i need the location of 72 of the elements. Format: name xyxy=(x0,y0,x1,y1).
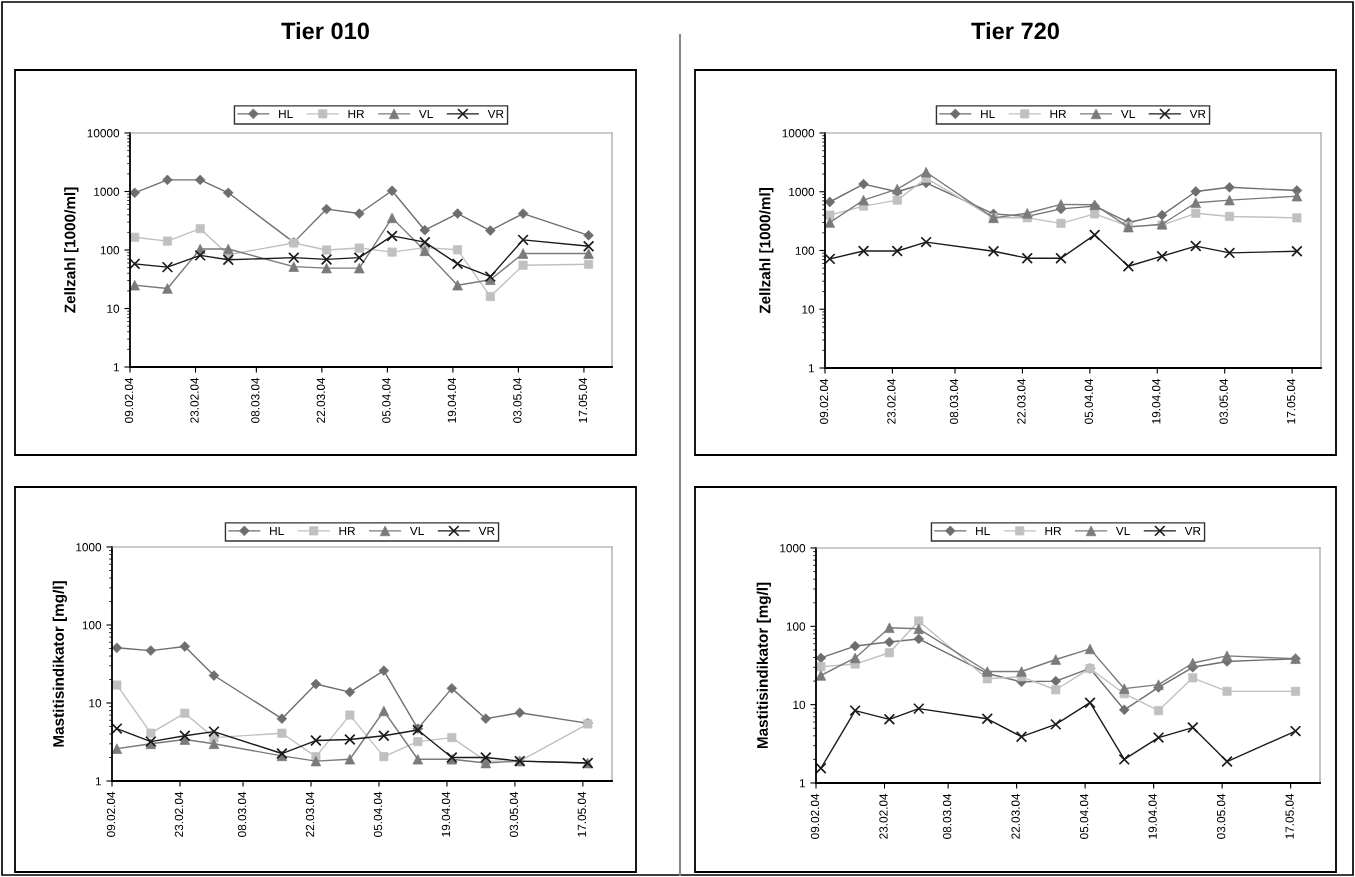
legend-label: HL xyxy=(976,526,990,535)
x-tick-label: 19.04.04 xyxy=(441,791,451,837)
x-tick-label: 08.03.04 xyxy=(949,378,959,424)
x-tick-label: 03.05.04 xyxy=(509,791,519,837)
x-tick-label: 23.02.04 xyxy=(174,791,184,837)
x-tick-label: 23.02.04 xyxy=(887,378,896,424)
chart-title: Tier 720 xyxy=(971,22,1059,40)
y-axis-title: Zellzahl [1000/ml] xyxy=(759,188,774,314)
y-tick-label: 100 xyxy=(82,621,102,630)
y-tick-label: 1000 xyxy=(789,187,815,197)
legend-label: HR xyxy=(1050,109,1067,118)
x-tick-label: 17.05.04 xyxy=(577,791,587,837)
x-tick-label: 22.03.04 xyxy=(1017,378,1026,424)
legend-label: HR xyxy=(339,526,356,535)
legend-label: HL xyxy=(279,109,293,118)
x-tick-label: 03.05.04 xyxy=(513,377,522,423)
x-tick-label: 19.04.04 xyxy=(1148,793,1157,839)
y-tick-label: 1 xyxy=(113,363,120,372)
x-tick-label: 05.04.04 xyxy=(382,377,391,423)
x-tick-label: 03.05.04 xyxy=(1219,378,1228,424)
y-axis-title: Mastitisindikator [mg/l] xyxy=(52,581,67,747)
x-tick-label: 09.02.04 xyxy=(124,377,134,423)
y-tick-label: 10000 xyxy=(782,129,815,138)
y-tick-label: 1000 xyxy=(76,543,102,552)
x-tick-label: 09.02.04 xyxy=(106,791,116,837)
legend-label: VL xyxy=(418,109,433,118)
x-tick-label: 03.05.04 xyxy=(1216,793,1226,839)
x-tick-label: 22.03.04 xyxy=(305,791,315,837)
x-tick-label: 08.03.04 xyxy=(237,791,247,837)
legend-label: HL xyxy=(270,526,284,535)
legend-label: VR xyxy=(478,526,495,535)
x-tick-label: 17.05.04 xyxy=(1286,378,1296,424)
legend-label: VR xyxy=(1184,526,1201,535)
x-tick-label: 22.03.04 xyxy=(1011,793,1020,839)
legend-label: HR xyxy=(348,109,365,118)
x-tick-label: 19.04.04 xyxy=(447,377,457,423)
y-tick-label: 10000 xyxy=(87,129,120,138)
x-tick-label: 17.05.04 xyxy=(578,377,588,423)
x-tick-label: 05.04.04 xyxy=(373,791,383,837)
legend-label: VL xyxy=(1115,526,1130,535)
legend-label: VR xyxy=(1189,109,1206,118)
y-tick-label: 10 xyxy=(89,699,102,708)
y-axis-title: Zellzahl [1000/ml] xyxy=(64,187,79,313)
x-tick-label: 23.02.04 xyxy=(190,377,199,423)
legend-label: VL xyxy=(1120,109,1135,118)
x-tick-label: 17.05.04 xyxy=(1285,793,1294,839)
y-tick-label: 10 xyxy=(802,305,815,314)
y-tick-label: 10 xyxy=(793,700,806,710)
legend-label: VR xyxy=(487,109,504,118)
x-tick-label: 08.03.04 xyxy=(942,793,952,839)
legend-label: VL xyxy=(409,526,424,535)
x-tick-label: 23.02.04 xyxy=(879,793,888,839)
legend-label: HR xyxy=(1045,526,1062,535)
x-tick-label: 09.02.04 xyxy=(819,378,829,424)
y-tick-label: 1 xyxy=(799,779,806,788)
y-tick-label: 1000 xyxy=(94,187,120,196)
chart-title: Tier 010 xyxy=(281,22,369,40)
y-tick-label: 10 xyxy=(107,304,120,313)
legend-label: HL xyxy=(981,109,995,118)
y-tick-label: 1 xyxy=(808,364,815,373)
y-axis-title: Mastitisindikator [mg/l] xyxy=(756,582,771,749)
x-tick-label: 22.03.04 xyxy=(316,377,326,423)
x-tick-label: 05.04.04 xyxy=(1079,793,1089,839)
x-tick-label: 08.03.04 xyxy=(251,377,260,423)
x-tick-label: 09.02.04 xyxy=(810,793,820,839)
y-tick-label: 100 xyxy=(795,246,815,255)
x-tick-label: 19.04.04 xyxy=(1152,378,1161,424)
y-tick-label: 100 xyxy=(100,246,120,255)
y-tick-label: 100 xyxy=(786,622,806,631)
x-tick-label: 05.04.04 xyxy=(1084,378,1094,424)
y-tick-label: 1000 xyxy=(780,544,806,553)
y-tick-label: 1 xyxy=(95,777,102,786)
